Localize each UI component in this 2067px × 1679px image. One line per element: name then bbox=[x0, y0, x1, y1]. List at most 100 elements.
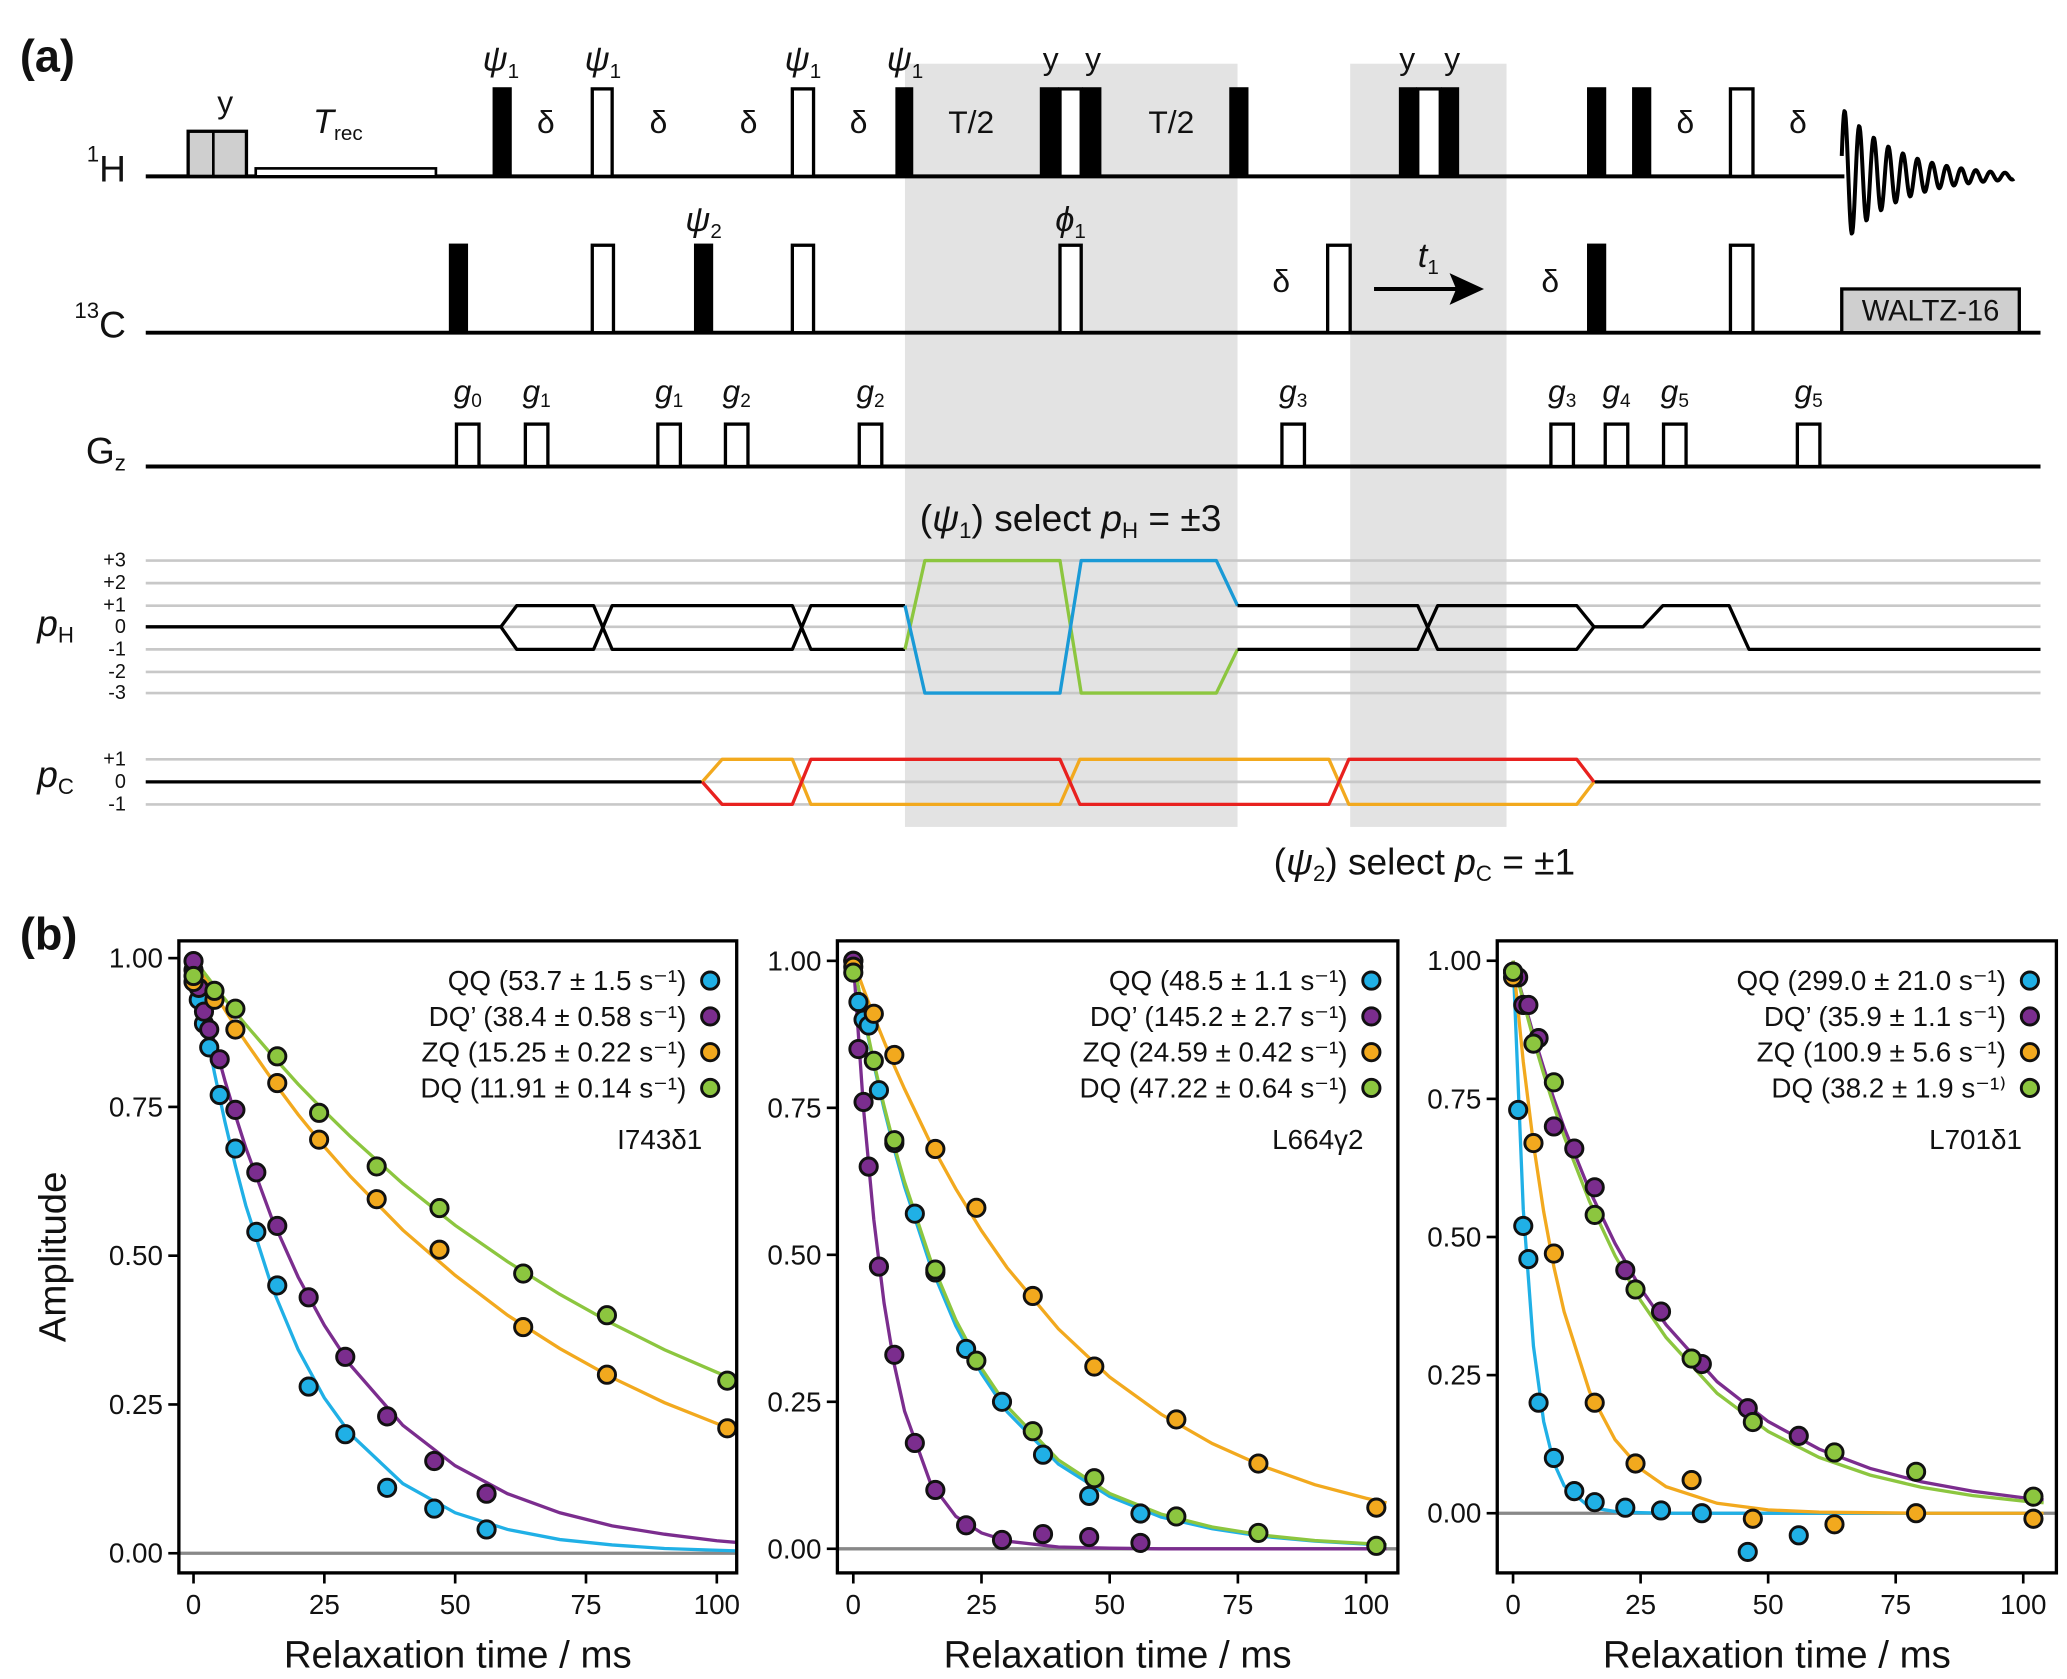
x-tick-label: 0 bbox=[1505, 1589, 1520, 1620]
text-part: H bbox=[1122, 518, 1138, 543]
gradient-label: g1 bbox=[655, 373, 683, 412]
level-label: 0 bbox=[115, 771, 126, 793]
data-point bbox=[1032, 1444, 1054, 1465]
text-part: ψ bbox=[1286, 840, 1313, 882]
plot-frame bbox=[1495, 939, 2059, 1575]
data-point bbox=[596, 1305, 617, 1326]
level-label: -1 bbox=[108, 638, 126, 660]
y-tick-label: 0.25 bbox=[1427, 1360, 1481, 1391]
data-point bbox=[966, 1350, 987, 1371]
legend-label: QQ (53.7 ± 1.5 s⁻¹) bbox=[448, 965, 687, 996]
data-point bbox=[225, 1099, 246, 1120]
gradient bbox=[1661, 422, 1688, 469]
gradient bbox=[1603, 422, 1630, 469]
phase-label: ϕ1 bbox=[1055, 201, 1086, 243]
fit-curve bbox=[1511, 960, 2044, 1515]
pulse bbox=[1082, 87, 1102, 178]
legend-label: ZQ (15.25 ± 0.22 s⁻¹) bbox=[421, 1037, 686, 1068]
data-point bbox=[904, 1203, 925, 1224]
selection-note: (ψ2) select pC = ±1 bbox=[1274, 840, 1576, 885]
text-part: C bbox=[99, 304, 126, 346]
legend-marker bbox=[700, 1042, 721, 1063]
legend-label: QQ (299.0 ± 21.0 s⁻¹) bbox=[1737, 965, 2007, 996]
recovery-delay bbox=[254, 167, 438, 178]
gradient bbox=[857, 422, 884, 469]
sample-label: L664γ2 bbox=[1272, 1124, 1363, 1155]
x-tick-label: 75 bbox=[571, 1589, 602, 1620]
phase-label: y bbox=[1043, 40, 1059, 76]
data-point bbox=[991, 1529, 1013, 1551]
text-part: p bbox=[36, 753, 58, 795]
data-point bbox=[1079, 1526, 1100, 1548]
text-part: 0 bbox=[471, 391, 482, 412]
phase-label: y bbox=[1399, 40, 1415, 76]
text-part: 1 bbox=[810, 59, 822, 82]
delay-label: δ bbox=[850, 104, 868, 140]
fid bbox=[1839, 109, 2016, 236]
y-tick-label: 1.00 bbox=[767, 945, 821, 976]
data-point bbox=[1788, 1425, 1809, 1446]
data-point bbox=[1543, 1447, 1564, 1469]
data-point bbox=[183, 965, 204, 987]
data-point bbox=[209, 1084, 230, 1106]
legend-marker bbox=[2019, 1077, 2040, 1099]
text-part: 13 bbox=[74, 297, 99, 322]
data-point bbox=[848, 1038, 869, 1060]
text-part: 1 bbox=[610, 59, 622, 82]
data-point bbox=[868, 1256, 890, 1277]
legend-marker bbox=[700, 1077, 721, 1099]
x-tick-label: 25 bbox=[1625, 1589, 1656, 1620]
gradient-label: g1 bbox=[522, 373, 550, 412]
legend-label: DQ’ (38.4 ± 0.58 s⁻¹) bbox=[429, 1001, 687, 1032]
data-point bbox=[335, 1346, 356, 1367]
x-tick-label: 75 bbox=[1880, 1589, 1911, 1620]
data-point bbox=[1084, 1468, 1105, 1489]
coherence-axis-label: pC bbox=[36, 753, 74, 798]
phase-label: ψ1 bbox=[887, 41, 924, 83]
data-point bbox=[225, 1138, 246, 1159]
data-point bbox=[1523, 1033, 1544, 1054]
text-part: 1 bbox=[912, 59, 924, 82]
data-point bbox=[1584, 1492, 1605, 1513]
gradient bbox=[656, 422, 683, 469]
legend-marker bbox=[700, 1006, 721, 1027]
text-part: t bbox=[1418, 237, 1429, 275]
data-point bbox=[1681, 1348, 1702, 1369]
data-point bbox=[1166, 1506, 1187, 1527]
gradient-label: g5 bbox=[1794, 373, 1822, 412]
data-point bbox=[377, 1406, 398, 1427]
data-point bbox=[1523, 1132, 1544, 1154]
data-point bbox=[1615, 1497, 1636, 1518]
pathway bbox=[499, 603, 905, 652]
pulse bbox=[186, 129, 249, 178]
data-point bbox=[298, 1376, 319, 1397]
legend-marker bbox=[1361, 1006, 1382, 1027]
text-part: g bbox=[454, 373, 472, 409]
data-point bbox=[858, 1156, 879, 1177]
data-point bbox=[1508, 1099, 1529, 1120]
y-tick-label: 0.75 bbox=[1427, 1083, 1481, 1114]
text-part: 4 bbox=[1620, 391, 1631, 412]
data-point bbox=[1518, 994, 1539, 1016]
plot-frame bbox=[835, 939, 1400, 1575]
data-point bbox=[1366, 1497, 1387, 1518]
pulse bbox=[448, 243, 469, 335]
text-part: ) select bbox=[972, 497, 1102, 539]
legend-marker bbox=[2019, 1042, 2040, 1063]
delay-label: δ bbox=[1272, 263, 1290, 299]
delay-label: T/2 bbox=[948, 104, 994, 140]
data-point bbox=[1513, 1215, 1534, 1237]
text-part: C bbox=[1476, 861, 1492, 886]
data-point bbox=[1650, 1301, 1672, 1322]
data-point bbox=[424, 1450, 445, 1472]
data-point bbox=[1130, 1503, 1151, 1524]
level-label: -2 bbox=[108, 661, 126, 683]
data-point bbox=[199, 1019, 220, 1040]
data-point bbox=[2023, 1508, 2044, 1529]
text-part: ψ bbox=[483, 41, 508, 79]
text-part: p bbox=[1100, 497, 1122, 539]
data-point bbox=[863, 1003, 884, 1024]
data-point bbox=[1366, 1535, 1387, 1556]
level-label: -3 bbox=[108, 682, 126, 704]
data-point bbox=[246, 1162, 267, 1183]
